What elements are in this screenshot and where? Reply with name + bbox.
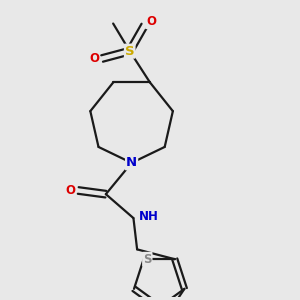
Text: S: S: [125, 45, 134, 58]
Text: NH: NH: [139, 210, 159, 223]
Text: S: S: [143, 253, 152, 266]
Text: O: O: [146, 15, 156, 28]
Text: N: N: [126, 156, 137, 170]
Text: O: O: [65, 184, 75, 197]
Text: O: O: [89, 52, 99, 65]
